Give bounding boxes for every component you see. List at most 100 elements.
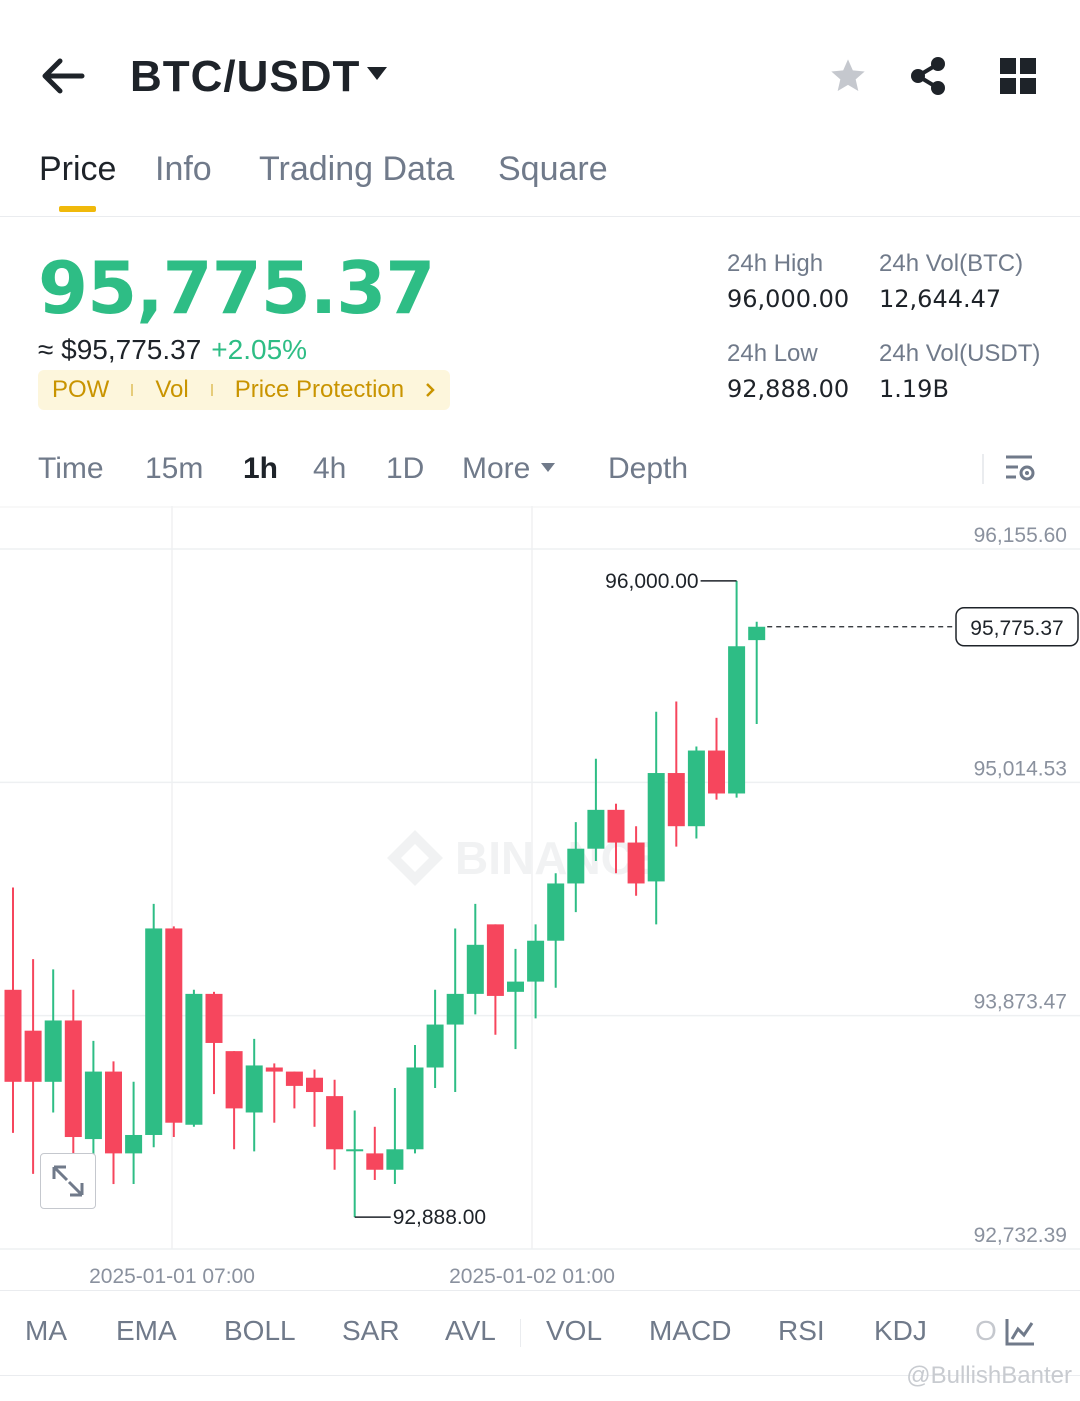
tab-info[interactable]: Info: [155, 150, 212, 188]
timeframe-15m[interactable]: 15m: [145, 452, 204, 485]
candle-body: [346, 1149, 364, 1152]
expand-icon: [52, 1165, 84, 1197]
indicator-ma[interactable]: MA: [25, 1315, 67, 1346]
candle-body: [165, 928, 183, 1123]
indicator-boll[interactable]: BOLL: [224, 1315, 296, 1346]
indicator-kdj[interactable]: KDJ: [874, 1315, 927, 1346]
tag-price-protection[interactable]: Price Protection: [234, 376, 405, 403]
tab-trading-data[interactable]: Trading Data: [259, 150, 455, 188]
x-axis-tick-label: 2025-01-01 07:00: [89, 1265, 255, 1288]
grid-icon[interactable]: [1000, 58, 1036, 94]
timeframe-4h[interactable]: 4h: [313, 452, 347, 485]
toolbar-divider: [982, 454, 984, 484]
tab-price[interactable]: Price: [39, 150, 117, 188]
candle-body: [265, 1067, 283, 1072]
candle-body: [547, 883, 565, 941]
candle-body: [486, 924, 504, 996]
candle-body: [728, 646, 746, 794]
y-axis-tick-label: 93,873.47: [974, 991, 1067, 1014]
candle-body: [205, 993, 223, 1043]
current-price-label: 95,775.37: [970, 617, 1063, 640]
indicator-vol[interactable]: VOL: [546, 1315, 603, 1346]
pair-title[interactable]: BTC/USDT: [130, 52, 361, 101]
candle-body: [105, 1071, 122, 1154]
tag-pow[interactable]: POW: [52, 376, 110, 403]
candle-body: [245, 1065, 263, 1113]
timeframe-1h[interactable]: 1h: [243, 452, 279, 485]
candle-body: [64, 1020, 82, 1138]
candle-body: [627, 842, 645, 884]
candle-body: [466, 944, 484, 994]
indicator-settings-icon[interactable]: [1004, 1317, 1036, 1347]
candle-body: [145, 928, 163, 1135]
indicator-divider: [520, 1319, 521, 1347]
indicator-rsi[interactable]: RSI: [778, 1315, 825, 1346]
candle-body: [507, 981, 524, 992]
indicator-macd[interactable]: MACD: [649, 1315, 732, 1346]
y-axis-tick-label: 92,732.39: [974, 1224, 1067, 1247]
candle-body: [667, 773, 685, 827]
header-bar: BTC/USDT: [0, 0, 1080, 140]
timeframe-depth[interactable]: Depth: [608, 452, 689, 485]
stat-vol-btc-label: 24h Vol(BTC): [879, 250, 1024, 277]
caret-down-icon[interactable]: [366, 66, 388, 82]
candle-body: [607, 809, 625, 843]
more-caret-icon[interactable]: [540, 462, 556, 474]
indicator-avl[interactable]: AVL: [445, 1315, 496, 1346]
grid-layer: 96,155.60 95,014.53 93,873.47 92,732.39 2025…: [0, 506, 1080, 1288]
tab-square[interactable]: Square: [498, 150, 608, 188]
back-arrow-icon[interactable]: [40, 56, 86, 96]
stat-high-value: 96,000.00: [727, 285, 850, 313]
star-icon[interactable]: [828, 56, 868, 96]
timeframe-1d[interactable]: 1D: [386, 452, 425, 485]
price-chart[interactable]: 96,155.60 95,014.53 93,873.47 92,732.39 2025…: [0, 506, 1080, 1292]
candle-body: [426, 1024, 444, 1068]
candle-body: [748, 626, 766, 641]
fiat-price: ≈ $95,775.37: [38, 334, 202, 365]
indicator-ema[interactable]: EMA: [116, 1315, 177, 1346]
tag-strip[interactable]: POW Vol Price Protection: [38, 370, 451, 410]
high-annotation: 96,000.00: [605, 570, 698, 593]
user-watermark: @BullishBanter: [906, 1362, 1072, 1389]
chevron-right-icon: [426, 383, 435, 397]
timeframe-more[interactable]: More: [462, 452, 531, 485]
candle-body: [527, 940, 545, 982]
candle-body: [446, 993, 464, 1025]
indicator-bar: MA EMA BOLL SAR AVL VOL MACD RSI KDJ O: [0, 1290, 1080, 1376]
timeframe-time[interactable]: Time: [38, 452, 104, 485]
candle-body: [125, 1134, 143, 1154]
stat-vol-btc-value: 12,644.47: [879, 285, 1002, 313]
candle-body: [306, 1077, 323, 1093]
tag-divider: [210, 384, 213, 396]
candle-body: [4, 989, 22, 1082]
stat-vol-usdt-value: 1.19B: [879, 375, 949, 403]
fullscreen-button[interactable]: [40, 1153, 96, 1209]
timeframe-bar: Time 15m 1h 4h 1D More Depth: [0, 450, 1080, 500]
candle-body: [647, 773, 665, 882]
candle-body: [406, 1067, 424, 1150]
candle-body: [326, 1096, 344, 1150]
indicator-more[interactable]: O: [975, 1315, 997, 1346]
tag-divider: [131, 384, 134, 396]
candle-body: [587, 809, 605, 849]
candle-body: [185, 993, 203, 1125]
tab-bar: Price Info Trading Data Square: [0, 150, 1080, 217]
indicator-sar[interactable]: SAR: [342, 1315, 400, 1346]
candle-body: [567, 848, 585, 884]
candle-body: [84, 1071, 102, 1140]
tag-vol[interactable]: Vol: [155, 376, 189, 403]
candle-body: [708, 750, 725, 794]
candles-layer: [4, 580, 766, 1218]
candle-body: [285, 1071, 303, 1086]
share-icon[interactable]: [908, 55, 948, 97]
candle-body: [44, 1020, 62, 1082]
candlestick-chart[interactable]: 96,155.60 95,014.53 93,873.47 92,732.39 2025…: [0, 506, 1080, 1292]
candle-body: [24, 1030, 42, 1082]
stat-low-value: 92,888.00: [727, 375, 850, 403]
last-price: 95,775.37: [38, 246, 435, 330]
candle-body: [366, 1153, 384, 1170]
candle-body: [225, 1051, 243, 1109]
chart-settings-icon[interactable]: [1004, 452, 1036, 484]
active-tab-indicator: [59, 206, 96, 212]
stat-low-label: 24h Low: [727, 340, 818, 367]
